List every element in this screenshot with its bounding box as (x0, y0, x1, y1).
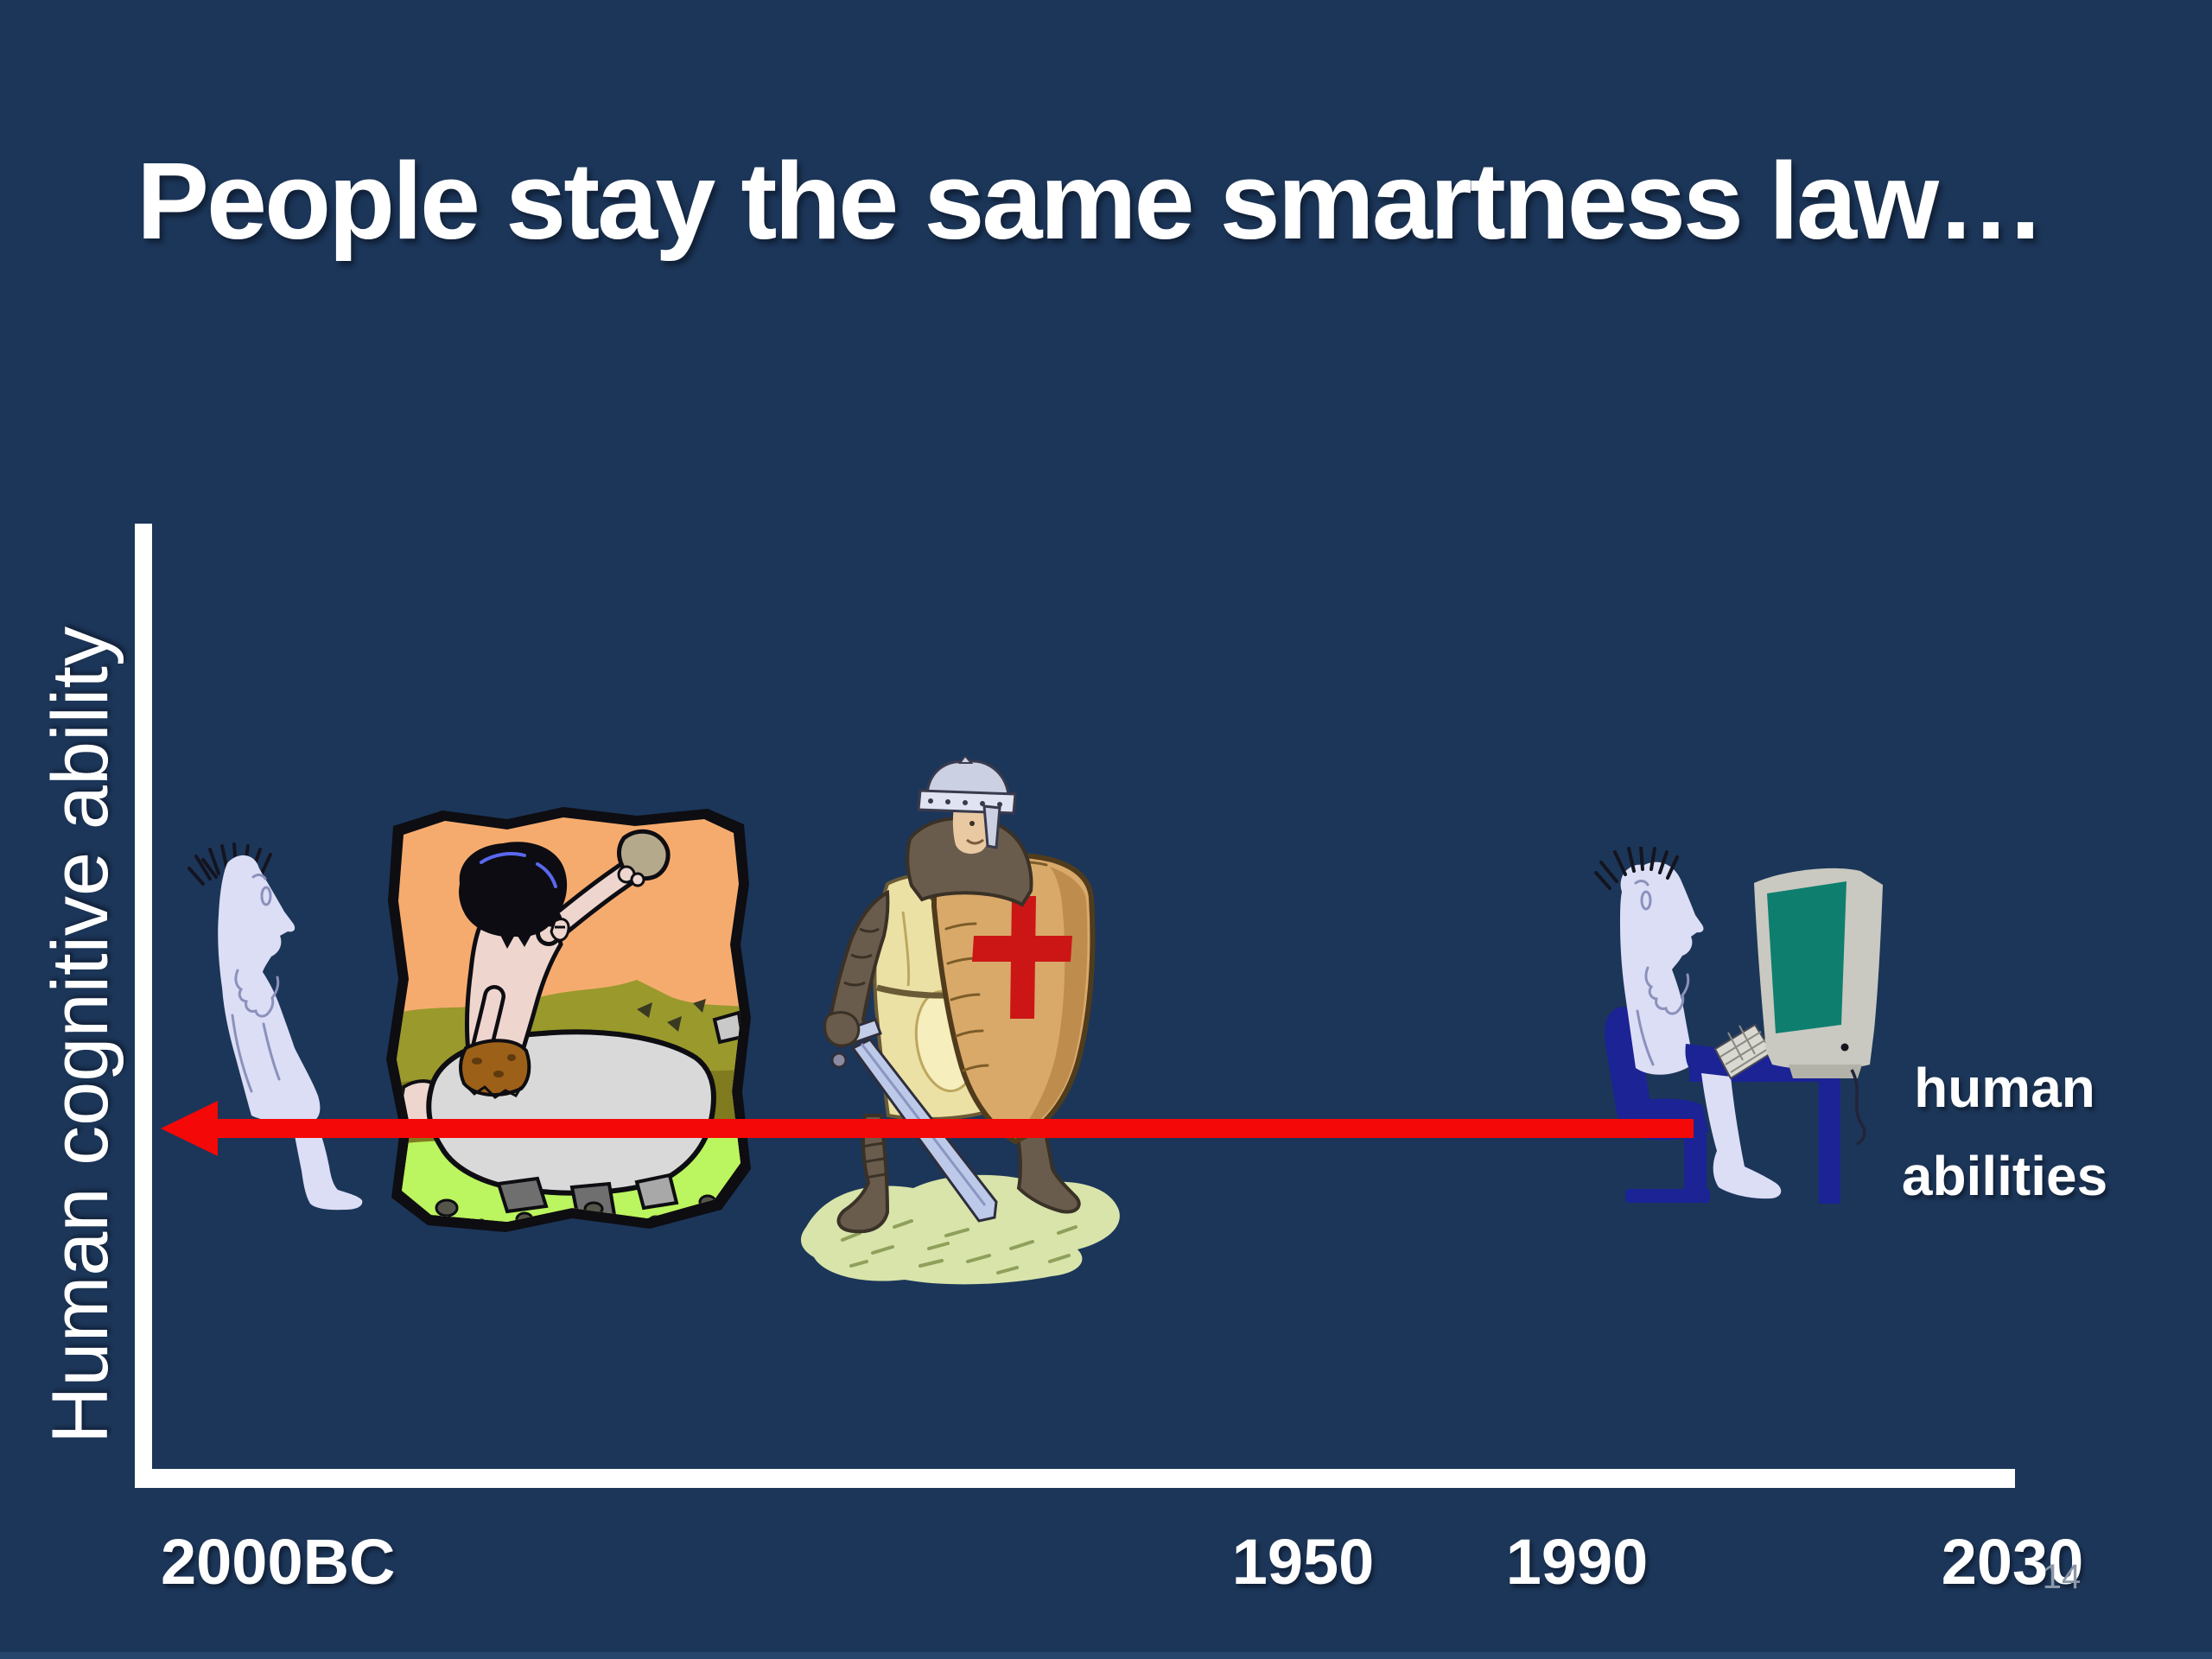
slide-bottom-edge (0, 1652, 2212, 1659)
x-tick-1950: 1950 (1231, 1526, 1375, 1598)
slab-base-rocks (496, 1173, 679, 1221)
shield-red-cross (972, 896, 1072, 1019)
loincloth (459, 1039, 531, 1097)
knight-right-leg (1011, 1112, 1081, 1214)
x-tick-1990: 1990 (1505, 1526, 1649, 1598)
human-abilities-arrow (161, 1101, 1694, 1156)
knight-illustration (800, 756, 1120, 1285)
thinker-body (218, 855, 363, 1211)
person-at-computer-illustration (1594, 847, 1883, 1204)
caveman-face-bit (550, 918, 570, 942)
computer-user-body (1620, 861, 1704, 1075)
arrow-annotation: human abilities (1879, 1044, 2130, 1220)
y-axis-label: Human cognitive ability (36, 626, 124, 1445)
x-tick-2000bc: 2000BC (161, 1526, 396, 1598)
computer-user-face-lines (1634, 880, 1690, 1066)
caveman-illustration (386, 807, 751, 1232)
hair-spikes-icon (1594, 847, 1679, 890)
rock-chips (637, 999, 741, 1045)
computer-user-leg (1701, 1073, 1782, 1199)
knight-glove (823, 1011, 861, 1047)
keyboard-icon (1713, 1023, 1774, 1080)
x-axis-line (135, 1469, 2015, 1488)
monitor-icon (1754, 868, 1883, 1078)
rock-in-hand (617, 829, 671, 881)
shield-shading (1017, 867, 1088, 1136)
thinker-face-lines (231, 874, 281, 1093)
caveman-hair (459, 842, 568, 938)
y-axis-line (135, 524, 152, 1472)
thinking-person-illustration (188, 842, 363, 1211)
page-number: 14 (2042, 1558, 2082, 1596)
helmet-nose-guard (982, 804, 1001, 849)
grass-strokes (841, 1219, 1077, 1274)
monitor-screen (1767, 881, 1847, 1033)
arrow-annotation-line1: human (1914, 1057, 2095, 1119)
x-tick-2030: 2030 (1941, 1526, 2084, 1598)
arrow-annotation-line2: abilities (1901, 1145, 2108, 1207)
power-dot (1840, 1043, 1849, 1052)
arrow-head-left-icon (161, 1101, 218, 1156)
slide-title: People stay the same smartness law… (137, 140, 2045, 262)
mouse-cable (1850, 1069, 1866, 1146)
